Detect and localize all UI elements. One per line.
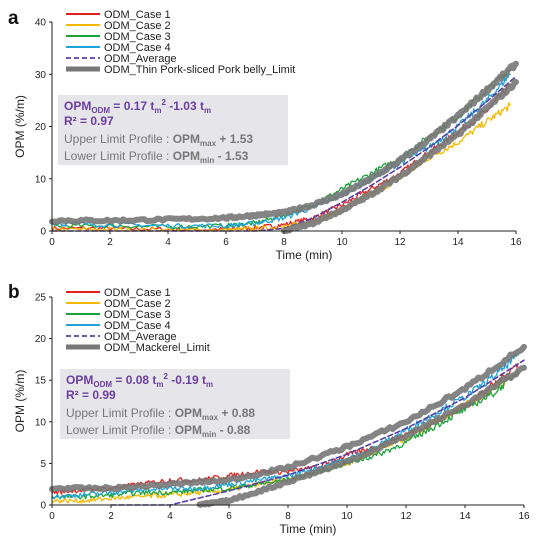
legend-entry: ODM_Average — [104, 53, 177, 65]
x-axis-label: Time (min) — [276, 248, 333, 262]
x-tick-label: 8 — [281, 237, 287, 248]
y-tick-label: 40 — [35, 18, 47, 29]
x-tick-label: 8 — [285, 511, 291, 522]
series-line-5 — [49, 60, 519, 225]
chart-b: b 0 2 4 6 8 10 12 14 16 0 5 10 15 20 25 Time (min) OPM (%… — [8, 282, 530, 536]
equation-box — [60, 369, 290, 439]
x-tick-label: 14 — [459, 511, 471, 522]
x-tick-label: 16 — [510, 237, 522, 248]
y-tick-label: 20 — [35, 334, 47, 345]
x-tick-label: 14 — [452, 237, 464, 248]
y-tick-label: 10 — [35, 417, 47, 428]
chart-a: a 0 2 4 6 8 10 12 14 16 0 10 20 30 40 Time (min) OPM (%/… — [8, 8, 522, 262]
series-line-5 — [49, 343, 527, 493]
legend-entry: ODM_Case 4 — [104, 320, 171, 332]
y-tick-label: 20 — [35, 122, 47, 133]
legend-entry: ODM_Case 2 — [104, 20, 171, 32]
upper-limit-profile: Upper Limit Profile : OPMmax + 0.88 — [66, 406, 255, 422]
x-tick-label: 2 — [108, 511, 114, 522]
y-tick-label: 0 — [40, 501, 46, 512]
x-axis-label: Time (min) — [280, 522, 337, 536]
y-tick-label: 15 — [35, 376, 47, 387]
legend-entry: ODM_Case 4 — [104, 42, 171, 54]
series-line-6 — [281, 78, 519, 234]
y-tick-label: 10 — [35, 174, 47, 185]
fit-equation: OPMODM = 0.08 tm2 -0.19 tm — [66, 372, 213, 389]
x-tick-label: 6 — [223, 237, 229, 248]
x-tick-label: 16 — [518, 511, 530, 522]
equation-box — [58, 95, 288, 165]
y-axis-label: OPM (%/m) — [13, 95, 27, 158]
lower-limit-profile: Lower Limit Profile : OPMmin - 1.53 — [64, 149, 249, 165]
y-tick-label: 0 — [40, 227, 46, 238]
legend-entry: ODM_Case 2 — [104, 298, 171, 310]
y-tick-label: 5 — [40, 459, 46, 470]
legend-entry: ODM_Thin Pork-sliced Pork belly_Limit — [104, 64, 295, 76]
x-tick-label: 12 — [394, 237, 406, 248]
legend-entry: ODM_Case 3 — [104, 31, 171, 43]
x-tick-label: 12 — [400, 511, 412, 522]
y-axis-label: OPM (%/m) — [13, 370, 27, 433]
series-line-6 — [196, 364, 527, 508]
x-tick-label: 10 — [341, 511, 353, 522]
panel-label: b — [8, 282, 20, 303]
upper-limit-profile: Upper Limit Profile : OPMmax + 1.53 — [64, 132, 253, 148]
y-tick-label: 25 — [35, 293, 47, 304]
r-squared: R² = 0.97 — [64, 114, 114, 128]
fit-equation: OPMODM = 0.17 tm2 -1.03 tm — [64, 98, 211, 115]
x-tick-label: 4 — [167, 511, 173, 522]
panel-label: a — [8, 8, 19, 29]
series-line-4 — [110, 359, 525, 506]
legend-entry: ODM_Mackerel_Limit — [104, 342, 210, 354]
legend-entry: ODM_Case 1 — [104, 287, 171, 299]
legend-entry: ODM_Case 3 — [104, 309, 171, 321]
x-tick-label: 10 — [336, 237, 348, 248]
x-tick-label: 6 — [226, 511, 232, 522]
x-tick-label: 0 — [49, 511, 55, 522]
legend-entry: ODM_Case 1 — [104, 9, 171, 21]
legend-entry: ODM_Average — [104, 331, 177, 343]
series-line-2 — [51, 371, 519, 500]
r-squared: R² = 0.99 — [66, 388, 116, 402]
y-tick-label: 30 — [35, 70, 47, 81]
lower-limit-profile: Lower Limit Profile : OPMmin - 0.88 — [66, 423, 251, 439]
x-tick-label: 4 — [165, 237, 171, 248]
x-tick-label: 2 — [107, 237, 113, 248]
x-tick-label: 0 — [49, 237, 55, 248]
